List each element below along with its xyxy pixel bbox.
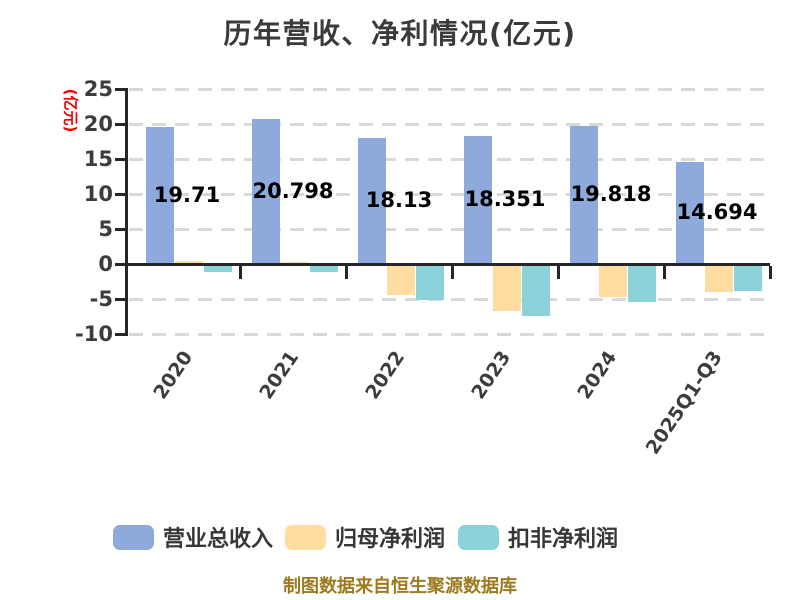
gridline [129, 333, 770, 336]
bar-归母净利润-2024 [598, 264, 627, 297]
y-tick [115, 88, 125, 91]
bar-营业总收入-2022 [357, 137, 386, 265]
gridline [129, 298, 770, 301]
y-tick-label: 15 [83, 146, 113, 171]
chart-title: 历年营收、净利情况(亿元) [223, 17, 577, 50]
bar-扣非净利润-2023 [521, 264, 550, 316]
y-tick-label: 20 [83, 111, 113, 136]
x-tick [345, 266, 348, 279]
x-axis-category-label: 2020 [149, 347, 198, 404]
y-tick-label: 0 [98, 251, 113, 276]
bar-扣非净利润-2021 [309, 264, 338, 273]
legend-item: 扣非净利润 [458, 521, 618, 553]
bar-归母净利润-2025Q1-Q3 [704, 264, 733, 292]
bar-扣非净利润-2022 [415, 264, 444, 300]
x-tick [239, 266, 242, 279]
y-tick [115, 193, 125, 196]
bar-扣非净利润-2024 [627, 264, 656, 302]
gridline [129, 193, 770, 196]
legend-label: 营业总收入 [163, 527, 274, 552]
bar-扣非净利润-2025Q1-Q3 [733, 264, 762, 292]
legend-swatch-icon [458, 524, 499, 550]
x-axis-category-label: 2022 [361, 347, 410, 404]
y-tick [115, 228, 125, 231]
bar-归母净利润-2020 [174, 261, 203, 265]
x-axis-line [125, 263, 770, 266]
y-tick-label: -5 [89, 286, 113, 311]
bar-营业总收入-2025Q1-Q3 [675, 161, 704, 265]
bar-营业总收入-2021 [251, 118, 280, 265]
bar-归母净利润-2023 [492, 264, 521, 311]
legend-item: 营业总收入 [113, 521, 273, 553]
y-tick-label: 25 [83, 76, 113, 101]
bar-扣非净利润-2020 [203, 264, 232, 273]
y-tick [115, 263, 125, 266]
legend-label: 归母净利润 [335, 527, 446, 552]
legend-label: 扣非净利润 [508, 527, 619, 552]
y-tick [115, 158, 125, 161]
legend-swatch-icon [285, 524, 326, 550]
bar-value-label: 18.351 [464, 187, 546, 212]
bar-value-label: 19.71 [153, 182, 221, 207]
y-tick [115, 298, 125, 301]
x-axis-category-label: 2023 [467, 347, 516, 404]
bar-value-label: 14.694 [676, 200, 758, 225]
y-tick-label: -10 [75, 321, 113, 346]
y-axis-line [125, 88, 128, 336]
x-tick [451, 266, 454, 279]
bar-value-label: 19.818 [570, 182, 652, 207]
x-axis-category-label: 2025Q1-Q3 [642, 347, 728, 459]
bar-归母净利润-2022 [386, 264, 415, 295]
bar-营业总收入-2023 [463, 136, 492, 265]
legend-swatch-icon [113, 524, 154, 550]
x-axis-category-label: 2021 [255, 347, 304, 404]
gridline [129, 228, 770, 231]
gridline [129, 88, 770, 91]
legend-item: 归母净利润 [285, 521, 445, 553]
x-tick [557, 266, 560, 279]
gridline [129, 158, 770, 161]
y-tick-label: 10 [83, 181, 113, 206]
gridline [129, 123, 770, 126]
x-tick [769, 266, 772, 279]
bar-营业总收入-2020 [145, 126, 174, 265]
y-tick [115, 123, 125, 126]
bar-value-label: 18.13 [365, 188, 433, 213]
y-tick-label: 5 [98, 216, 113, 241]
footer-note: 制图数据来自恒生聚源数据库 [283, 576, 517, 597]
x-axis-category-label: 2024 [573, 347, 622, 404]
x-tick [663, 266, 666, 279]
bar-value-label: 20.798 [252, 178, 334, 203]
bar-营业总收入-2024 [569, 125, 598, 265]
y-tick [115, 333, 125, 336]
